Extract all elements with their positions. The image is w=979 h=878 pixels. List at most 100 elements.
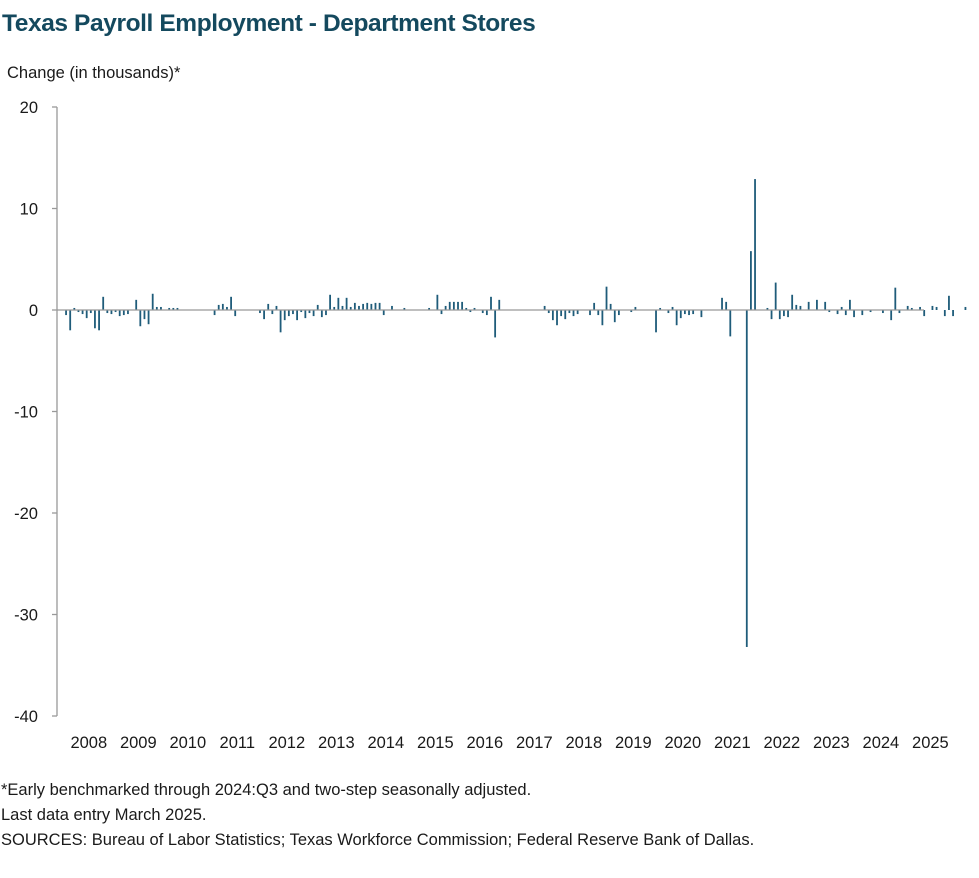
footnote-benchmark: *Early benchmarked through 2024:Q3 and t… (1, 781, 532, 799)
bar (77, 310, 80, 313)
bar (576, 310, 579, 315)
bar (469, 310, 472, 313)
bar (964, 306, 967, 310)
y-axis-label: Change (in thousands)* (7, 64, 181, 82)
bar (655, 310, 657, 333)
bar (73, 307, 76, 310)
y-tick-label: -10 (14, 404, 38, 422)
bar (143, 310, 146, 320)
bar (316, 304, 319, 310)
bar (840, 306, 843, 310)
x-tick-label: 2017 (516, 734, 553, 752)
bar (312, 310, 315, 317)
bar (325, 310, 327, 316)
bar (263, 310, 265, 320)
bar (230, 296, 232, 310)
bar (659, 307, 662, 310)
bar (890, 310, 893, 321)
bar (481, 310, 484, 314)
bar (869, 310, 872, 313)
bar (213, 310, 216, 316)
x-tick-label: 2019 (615, 734, 652, 752)
bar (271, 310, 274, 315)
bar (498, 299, 501, 310)
bar (816, 299, 818, 310)
bar (490, 296, 492, 310)
bar (729, 310, 732, 337)
bar (774, 282, 777, 310)
bar (118, 310, 121, 317)
bar (448, 301, 451, 310)
bar (589, 310, 591, 316)
bar (783, 310, 785, 317)
bar (329, 294, 331, 310)
bar (609, 303, 612, 310)
bar (948, 295, 950, 310)
bar (543, 305, 546, 310)
bar (605, 286, 608, 310)
bar (882, 310, 884, 314)
x-tick-label: 2022 (764, 734, 801, 752)
bar (910, 307, 913, 310)
bar (593, 302, 596, 310)
bar (692, 310, 695, 315)
bar (473, 307, 476, 310)
x-tick-label: 2016 (466, 734, 503, 752)
bar (679, 310, 682, 319)
footnote-last-entry: Last data entry March 2025. (1, 806, 207, 824)
bar (69, 310, 72, 331)
bar (428, 307, 431, 310)
bar (457, 301, 459, 310)
bar (176, 307, 179, 310)
bar (374, 302, 377, 310)
bar (485, 310, 488, 316)
bar (259, 310, 261, 314)
y-tick-label: 0 (29, 302, 38, 320)
bar (139, 310, 142, 327)
bar (147, 310, 150, 325)
bar (308, 310, 311, 314)
x-tick-label: 2011 (220, 734, 255, 752)
bar (81, 310, 84, 315)
bar (849, 299, 851, 310)
bar (358, 305, 360, 310)
bar (155, 306, 158, 310)
bar (279, 310, 282, 333)
bar (217, 304, 220, 310)
bar (667, 310, 670, 314)
x-tick-label: 2025 (912, 734, 949, 752)
y-tick-label: 10 (20, 201, 38, 219)
bar (378, 302, 381, 310)
bar (494, 310, 497, 338)
bar (221, 303, 224, 310)
bar (98, 310, 100, 331)
bar (931, 305, 934, 310)
bar (898, 310, 901, 314)
bar (287, 310, 290, 317)
bar (853, 310, 855, 318)
x-tick-label: 2020 (664, 734, 701, 752)
bar (547, 310, 550, 314)
bar (894, 287, 897, 310)
bar (754, 179, 756, 310)
bar (564, 310, 567, 320)
bar (370, 303, 373, 310)
x-tick-label: 2021 (714, 734, 751, 752)
y-tick-label: 20 (20, 99, 38, 117)
y-tick-label: -40 (14, 708, 38, 726)
bar (337, 297, 340, 310)
bar (721, 297, 723, 310)
x-tick-label: 2012 (268, 734, 305, 752)
bar (300, 310, 303, 313)
x-tick-label: 2018 (565, 734, 602, 752)
bar (94, 310, 96, 329)
bar (787, 310, 789, 318)
bar (745, 310, 748, 647)
bar (560, 310, 563, 317)
bar (452, 301, 455, 310)
bar (403, 307, 406, 310)
bar (440, 310, 443, 315)
bar (770, 310, 773, 320)
y-tick-label: -30 (14, 607, 38, 625)
